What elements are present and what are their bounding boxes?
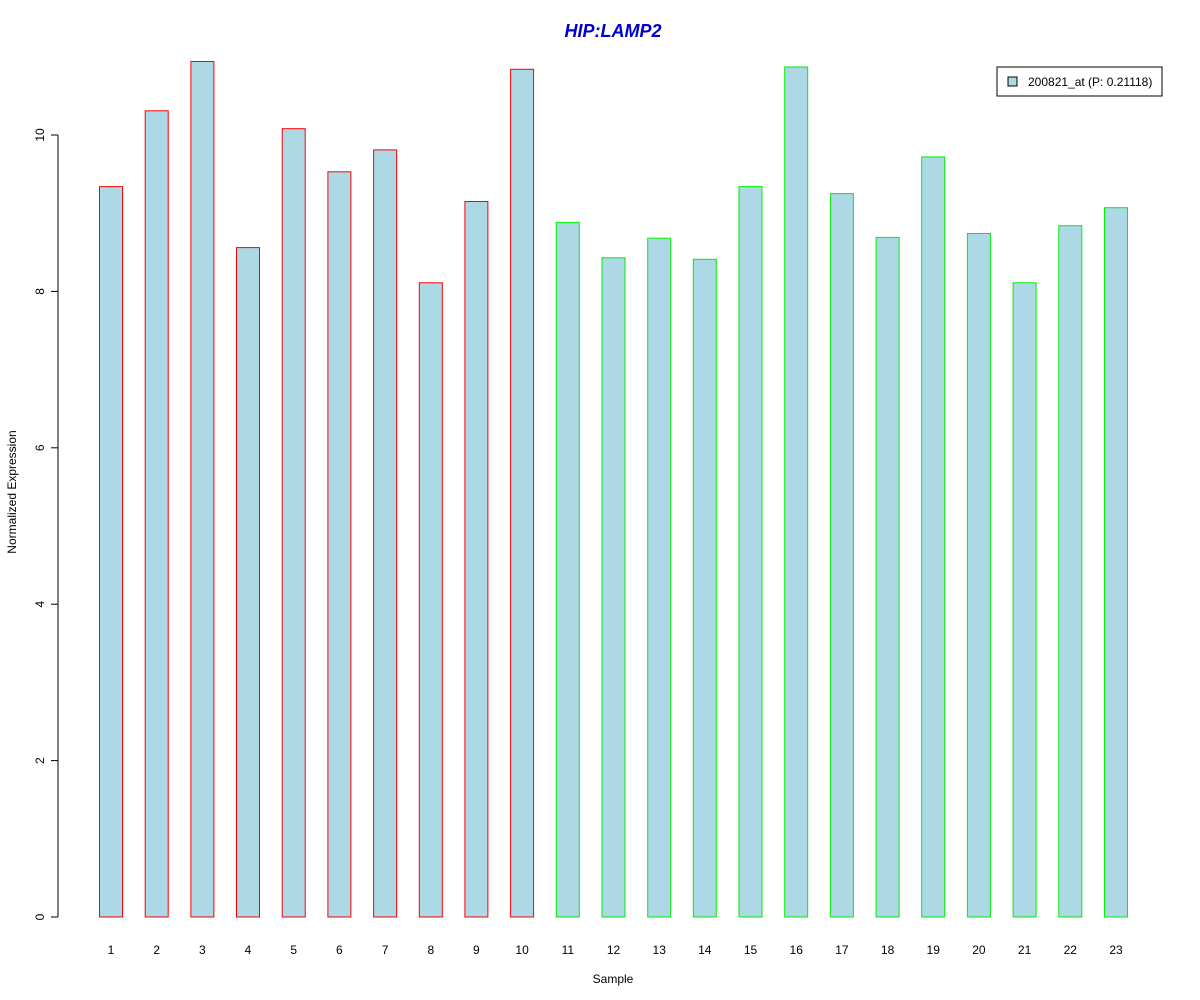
y-tick-label: 10 bbox=[33, 128, 47, 142]
bar-sample-8 bbox=[418, 282, 443, 918]
x-tick-label: 6 bbox=[336, 943, 343, 957]
bar-sample-2 bbox=[144, 110, 169, 918]
x-tick-label: 8 bbox=[427, 943, 434, 957]
y-tick-label: 2 bbox=[33, 757, 47, 764]
bar-sample-3 bbox=[190, 61, 215, 918]
x-tick-label: 16 bbox=[790, 943, 804, 957]
bar-sample-17 bbox=[829, 193, 854, 918]
bar-sample-5 bbox=[281, 128, 306, 918]
x-tick-label: 11 bbox=[562, 943, 575, 957]
y-tick-label: 0 bbox=[33, 913, 47, 920]
bar-sample-15 bbox=[738, 186, 763, 918]
bars-group bbox=[99, 61, 1128, 918]
bar-sample-4 bbox=[236, 247, 260, 918]
x-tick-label: 5 bbox=[290, 943, 297, 957]
bar-sample-7 bbox=[373, 149, 398, 918]
y-axis: 0 2 4 6 8 10 bbox=[33, 128, 59, 920]
y-tick-label: 8 bbox=[33, 288, 47, 295]
y-tick-label: 6 bbox=[33, 444, 47, 451]
x-tick-labels: 1 2 3 4 5 6 7 8 9 10 11 12 13 14 15 16 17 18 19 20 21 22 23 bbox=[108, 943, 1123, 957]
x-tick-label: 19 bbox=[927, 943, 941, 957]
x-tick-label: 13 bbox=[653, 943, 667, 957]
bar-sample-12 bbox=[601, 257, 626, 918]
y-tick-label: 4 bbox=[33, 601, 47, 608]
bar-sample-13 bbox=[647, 237, 672, 918]
x-tick-label: 3 bbox=[199, 943, 206, 957]
x-tick-label: 21 bbox=[1018, 943, 1032, 957]
x-tick-label: 20 bbox=[972, 943, 986, 957]
bar-sample-14 bbox=[692, 258, 717, 918]
bar-sample-6 bbox=[327, 171, 352, 918]
legend-entry: 200821_at (P: 0.21118) bbox=[1028, 75, 1152, 89]
x-tick-label: 4 bbox=[245, 943, 252, 957]
bar-sample-16 bbox=[784, 66, 809, 918]
x-tick-label: 15 bbox=[744, 943, 758, 957]
bar-sample-21 bbox=[1012, 282, 1037, 918]
x-tick-label: 14 bbox=[698, 943, 712, 957]
x-tick-label: 10 bbox=[515, 943, 529, 957]
bar-sample-1 bbox=[99, 186, 123, 918]
bar-sample-18 bbox=[875, 236, 900, 918]
chart-title: HIP:LAMP2 bbox=[564, 21, 661, 41]
bar-sample-11 bbox=[555, 222, 580, 918]
x-axis-label: Sample bbox=[593, 972, 634, 986]
x-tick-label: 18 bbox=[881, 943, 895, 957]
bar-sample-19 bbox=[921, 156, 946, 918]
bar-sample-10 bbox=[510, 68, 535, 918]
y-axis-label: Normalized Expression bbox=[5, 430, 19, 553]
bar-sample-23 bbox=[1104, 207, 1128, 918]
x-tick-label: 17 bbox=[835, 943, 849, 957]
legend: 200821_at (P: 0.21118) bbox=[996, 66, 1163, 97]
x-tick-label: 2 bbox=[153, 943, 160, 957]
x-tick-label: 9 bbox=[473, 943, 480, 957]
legend-swatch bbox=[1007, 76, 1018, 87]
legend-box bbox=[996, 66, 1163, 97]
x-tick-label: 23 bbox=[1109, 943, 1123, 957]
x-tick-label: 12 bbox=[607, 943, 621, 957]
bar-sample-9 bbox=[464, 201, 489, 918]
bar-sample-22 bbox=[1058, 225, 1083, 918]
x-tick-label: 22 bbox=[1064, 943, 1078, 957]
bar-sample-20 bbox=[966, 233, 991, 918]
x-tick-label: 7 bbox=[382, 943, 389, 957]
x-tick-label: 1 bbox=[108, 943, 115, 957]
